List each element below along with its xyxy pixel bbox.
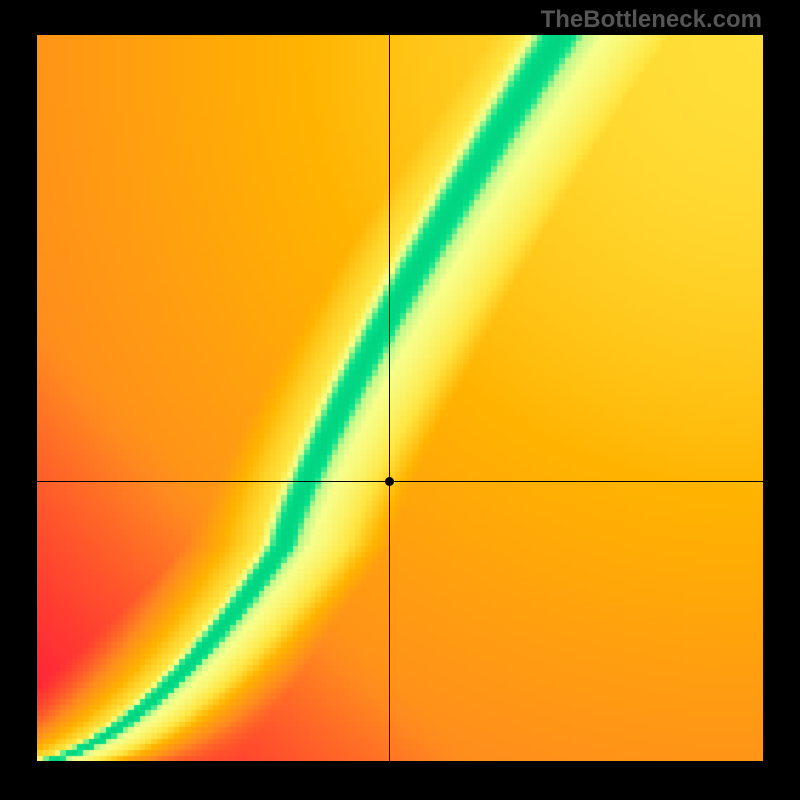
- crosshair-vertical: [389, 35, 390, 761]
- chart-frame: { "canvas": { "width": 800, "height": 80…: [0, 0, 800, 800]
- crosshair-horizontal: [37, 481, 763, 482]
- watermark: TheBottleneck.com: [541, 6, 762, 34]
- gradient-heatmap: [37, 35, 763, 761]
- watermark-text: TheBottleneck.com: [541, 6, 762, 33]
- marker-dot: [385, 477, 394, 486]
